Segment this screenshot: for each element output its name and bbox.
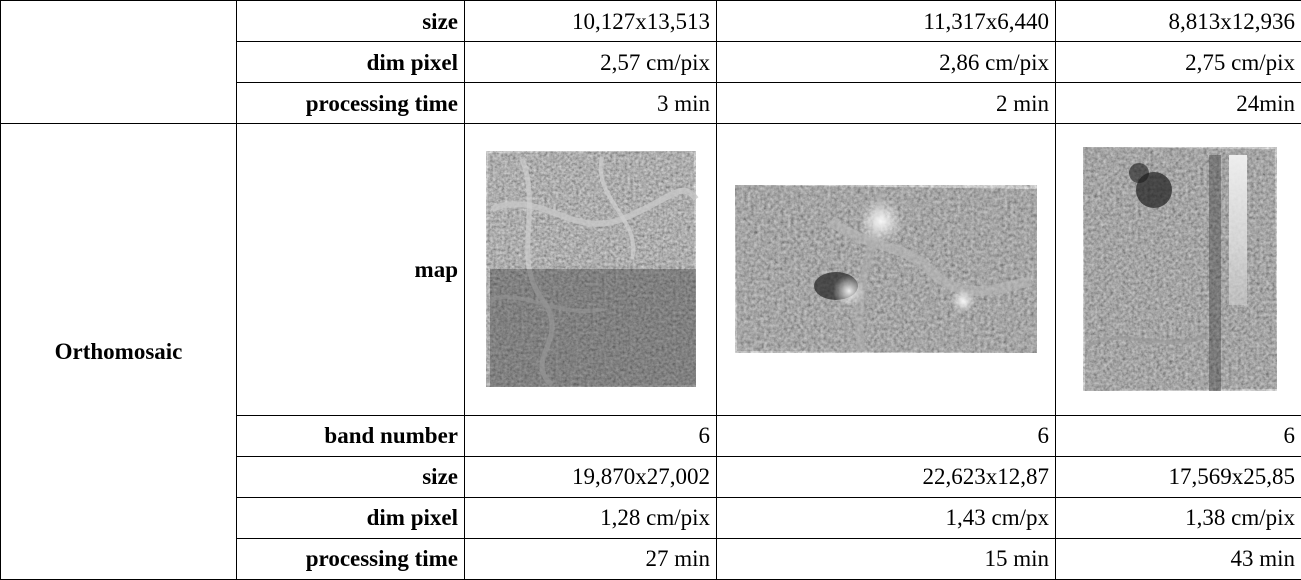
table-cell: 2,86 cm/pix: [716, 41, 1056, 84]
row-label: processing time: [236, 537, 465, 580]
orthomosaic-map-3-image: [1082, 147, 1277, 392]
table-cell: 1,28 cm/pix: [464, 496, 717, 539]
table-cell: 6: [716, 414, 1056, 457]
empty-section-cell: [0, 0, 237, 125]
table-row: band number 6 6 6: [1, 414, 1301, 457]
table-cell: 10,127x13,513: [464, 0, 717, 43]
row-label: band number: [236, 414, 465, 457]
table-cell: 1,38 cm/pix: [1055, 496, 1301, 539]
row-label-map: map: [236, 123, 465, 416]
row-label: dim pixel: [236, 41, 465, 84]
table-row: processing time 27 min 15 min 43 min: [1, 537, 1301, 580]
row-label: size: [236, 0, 465, 43]
table-cell: 22,623x12,87: [716, 455, 1056, 498]
table-row: dim pixel 2,57 cm/pix 2,86 cm/pix 2,75 c…: [1, 41, 1301, 84]
map-cell: [716, 123, 1056, 416]
row-label: processing time: [236, 82, 465, 125]
row-label: size: [236, 455, 465, 498]
table-cell: 15 min: [716, 537, 1056, 580]
table-cell: 3 min: [464, 82, 717, 125]
table-row: dim pixel 1,28 cm/pix 1,43 cm/px 1,38 cm…: [1, 496, 1301, 539]
table-cell: 6: [464, 414, 717, 457]
table-cell: 2 min: [716, 82, 1056, 125]
table-cell: 2,57 cm/pix: [464, 41, 717, 84]
table-cell: 8,813x12,936: [1055, 0, 1301, 43]
table-cell: 2,75 cm/pix: [1055, 41, 1301, 84]
table-cell: 6: [1055, 414, 1301, 457]
table-cell: 43 min: [1055, 537, 1301, 580]
row-label: dim pixel: [236, 496, 465, 539]
table-row-map: Orthomosaic map: [0, 123, 1301, 580]
map-cell: [1055, 123, 1301, 416]
table-cell: 24min: [1055, 82, 1301, 125]
table-row: size 10,127x13,513 11,317x6,440 8,813x12…: [0, 0, 1301, 125]
table-cell: 17,569x25,85: [1055, 455, 1301, 498]
map-cell: [464, 123, 717, 416]
table-row: processing time 3 min 2 min 24min: [1, 82, 1301, 125]
table-cell: 1,43 cm/px: [716, 496, 1056, 539]
orthomosaic-map-2-image: [735, 185, 1037, 354]
table-cell: 11,317x6,440: [716, 0, 1056, 43]
table-cell: 27 min: [464, 537, 717, 580]
table-cell: 19,870x27,002: [464, 455, 717, 498]
section-label-orthomosaic: Orthomosaic: [0, 123, 237, 580]
table-row: size 19,870x27,002 22,623x12,87 17,569x2…: [1, 455, 1301, 498]
orthomosaic-map-1-image: [485, 151, 698, 388]
